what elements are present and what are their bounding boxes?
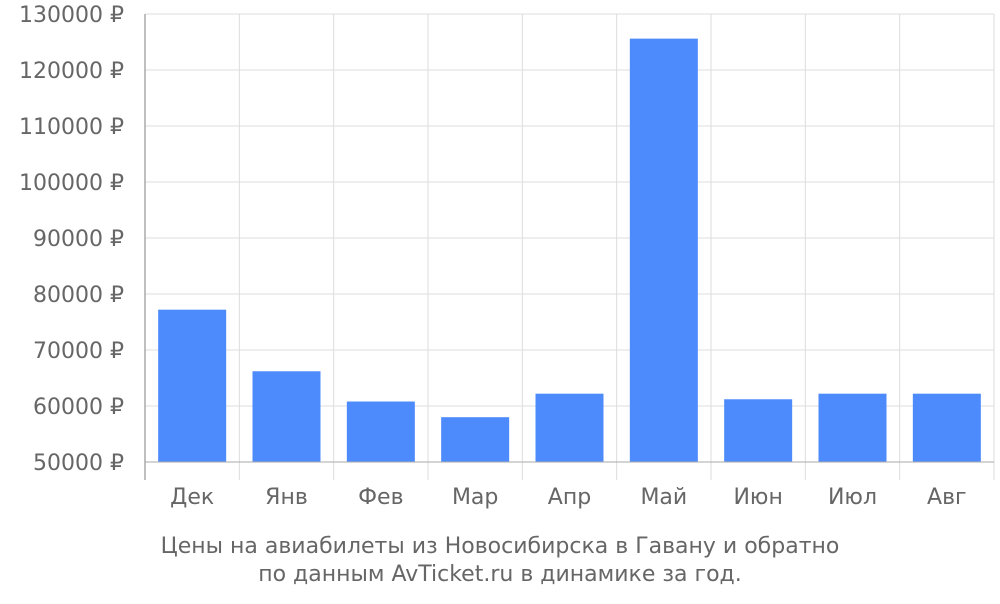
x-tick-label: Июл bbox=[828, 485, 877, 510]
bar-6 bbox=[724, 399, 793, 462]
axis-layer bbox=[144, 14, 994, 480]
bars-layer bbox=[158, 38, 981, 462]
y-tick-label: 80000 ₽ bbox=[33, 283, 124, 308]
bar-4 bbox=[535, 393, 604, 462]
bar-5 bbox=[629, 38, 698, 462]
bar-3 bbox=[441, 417, 510, 462]
grid-layer bbox=[145, 13, 995, 480]
x-tick-label: Май bbox=[640, 485, 687, 510]
y-tick-label: 60000 ₽ bbox=[33, 395, 124, 420]
x-tick-label: Янв bbox=[265, 485, 308, 510]
x-tick-label: Дек bbox=[170, 485, 214, 510]
y-tick-label: 50000 ₽ bbox=[33, 451, 124, 476]
x-tick-label: Апр bbox=[548, 485, 591, 510]
bar-0 bbox=[158, 309, 227, 462]
bar-2 bbox=[346, 401, 415, 462]
y-tick-label: 120000 ₽ bbox=[19, 59, 124, 84]
y-tick-label: 70000 ₽ bbox=[33, 339, 124, 364]
y-tick-label: 100000 ₽ bbox=[19, 171, 124, 196]
chart-caption-line-1: Цены на авиабилеты из Новосибирска в Гав… bbox=[160, 534, 840, 559]
chart-caption-line-2: по данным AvTicket.ru в динамике за год. bbox=[258, 562, 742, 587]
x-tick-label: Авг bbox=[927, 485, 967, 510]
labels-layer: 50000 ₽ 60000 ₽ 70000 ₽ 80000 ₽ 90000 ₽ 10000… bbox=[19, 3, 967, 510]
bar-8 bbox=[912, 393, 981, 462]
bar-1 bbox=[252, 371, 321, 462]
y-tick-label: 110000 ₽ bbox=[19, 115, 124, 140]
x-tick-label: Фев bbox=[358, 485, 403, 510]
bar-7 bbox=[818, 393, 887, 462]
x-tick-label: Мар bbox=[452, 485, 498, 510]
x-tick-label: Июн bbox=[733, 485, 782, 510]
y-tick-label: 90000 ₽ bbox=[33, 227, 124, 252]
y-tick-label: 130000 ₽ bbox=[19, 3, 124, 28]
